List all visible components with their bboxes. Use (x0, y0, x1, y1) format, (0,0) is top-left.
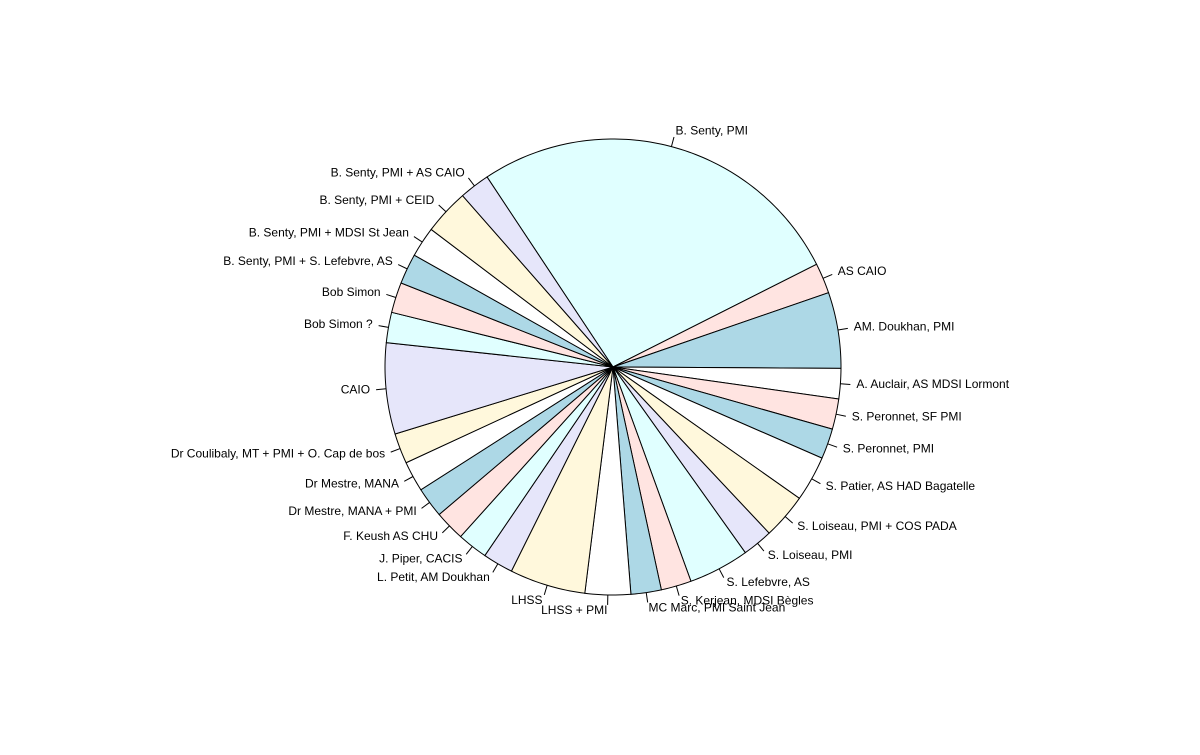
pie-slice-label: MC Marc, PMI Saint Jean (649, 601, 786, 615)
pie-slice-label: CAIO (341, 382, 370, 396)
pie-slice-label: S. Peronnet, SF PMI (852, 410, 962, 424)
pie-label-tick (646, 593, 647, 603)
pie-label-tick (676, 586, 679, 596)
pie-slice-label: A. Auclair, AS MDSI Lormont (856, 377, 1009, 391)
pie-slice-label: Bob Simon (322, 285, 381, 299)
pie-label-tick (442, 526, 449, 533)
pie-label-tick (838, 328, 848, 330)
pie-slice-label: L. Petit, AM Doukhan (377, 570, 490, 584)
pie-slice-label: S. Loiseau, PMI (768, 548, 853, 562)
pie-slice-label: LHSS (511, 593, 542, 607)
pie-label-tick (493, 564, 498, 573)
pie-label-tick (466, 546, 472, 554)
pie-label-tick (828, 444, 837, 447)
pie-slice-label: B. Senty, PMI + CEID (319, 193, 434, 207)
pie-slice-label: J. Piper, CACIS (379, 551, 462, 565)
pie-label-tick (376, 389, 386, 390)
pie-label-tick (404, 477, 413, 482)
pie-slice-label: S. Patier, AS HAD Bagatelle (826, 479, 976, 493)
pie-slice-label: S. Peronnet, PMI (843, 441, 934, 455)
pie-slice-label: AM. Doukhan, PMI (854, 320, 955, 334)
pie-label-tick (671, 137, 674, 147)
pie-slice-label: S. Lefebvre, AS (727, 575, 810, 589)
pie-label-tick (544, 585, 547, 595)
pie-label-tick (391, 449, 400, 453)
pie-label-tick (758, 543, 764, 551)
pie-label-tick (719, 569, 724, 578)
pie-slice-label: Bob Simon ? (304, 317, 373, 331)
pie-slice-label: LHSS + PMI (541, 603, 607, 617)
pie-slice-label: F. Keush AS CHU (343, 529, 438, 543)
pie-label-tick (812, 479, 821, 484)
pie-slice-label: AS CAIO (838, 264, 887, 278)
pie-label-tick (414, 237, 422, 242)
pie-label-tick (823, 274, 832, 278)
pie-label-tick (785, 517, 793, 524)
pie-slice-label: Dr Mestre, MANA + PMI (288, 504, 416, 518)
pie-slice-label: B. Senty, PMI + S. Lefebvre, AS (223, 254, 393, 268)
pie-label-tick (398, 265, 407, 269)
pie-slice-label: B. Senty, PMI (676, 123, 748, 137)
pie-slice-label: B. Senty, PMI + AS CAIO (331, 165, 465, 179)
pie-slices (385, 139, 841, 595)
pie-slice-label: S. Loiseau, PMI + COS PADA (797, 519, 957, 533)
pie-label-tick (836, 414, 846, 416)
pie-label-tick (386, 294, 396, 297)
pie-label-tick (439, 205, 446, 212)
pie-label-tick (468, 178, 474, 186)
pie-label-tick (379, 326, 389, 328)
pie-slice-label: B. Senty, PMI + MDSI St Jean (249, 225, 409, 239)
pie-label-tick (840, 384, 850, 385)
pie-label-tick (422, 502, 430, 508)
pie-slice-label: Dr Coulibaly, MT + PMI + O. Cap de bos (171, 446, 385, 460)
pie-slice-label: Dr Mestre, MANA (305, 476, 399, 490)
